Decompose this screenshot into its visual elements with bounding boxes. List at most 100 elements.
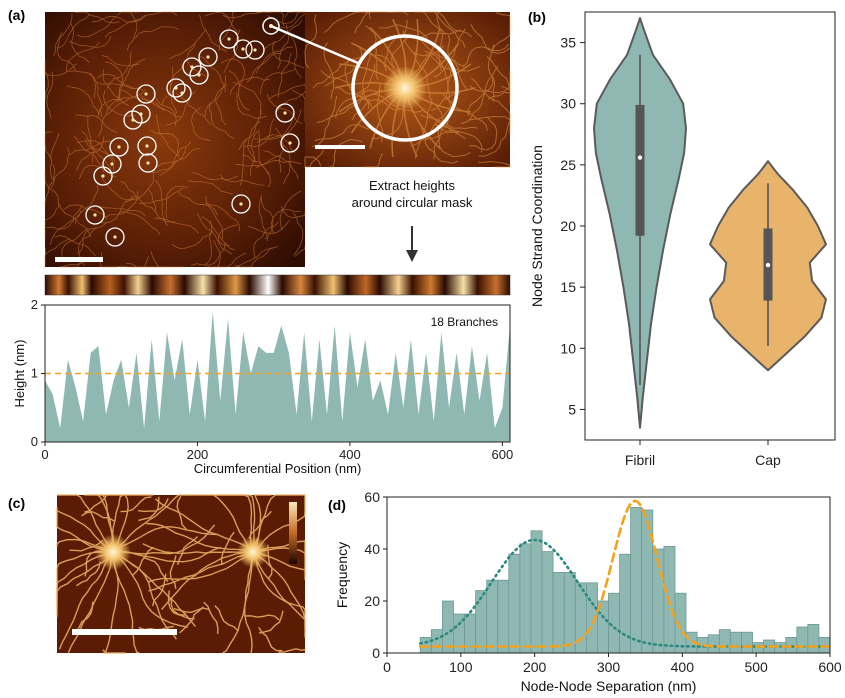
scale-bar (55, 257, 103, 262)
zoom-connector (270, 24, 359, 65)
gaussian-fit-dotted (418, 538, 832, 648)
category-label: Cap (755, 452, 781, 468)
x-tick-label: 600 (492, 447, 514, 462)
y-tick-label: 1 (31, 366, 38, 381)
node-circle (137, 136, 157, 156)
histogram-bar (486, 579, 499, 654)
node-dot (253, 48, 257, 52)
node-dot (239, 202, 243, 206)
panel-label-c: (c) (8, 495, 25, 511)
node-circle (275, 103, 295, 123)
node-circle (189, 65, 209, 85)
histogram-bar (707, 634, 720, 654)
color-scale-bar (289, 502, 297, 564)
node-dot (227, 37, 231, 41)
x-axis-title: Node-Node Separation (nm) (521, 678, 697, 694)
violin-chart: Fibril Cap 5 10 15 20 25 30 35 Node Strand Coordi… (529, 11, 836, 468)
y-tick-label: 5 (568, 401, 576, 417)
histogram-bar (807, 623, 820, 654)
annotation-line-1: Extract heights (369, 178, 455, 193)
x-tick-label: 500 (744, 659, 768, 675)
histogram-bar (630, 506, 643, 654)
node-circle (219, 29, 239, 49)
afm-cap-image (56, 494, 306, 654)
histogram-bar (519, 543, 532, 654)
down-arrow-icon (406, 226, 418, 262)
x-tick-label: 0 (383, 659, 391, 675)
histogram-bar (508, 553, 521, 654)
node-dot (283, 111, 287, 115)
panel-a: (a) Extract heights around circular mask… (8, 7, 513, 476)
node-circle (172, 83, 192, 103)
cap-scale-bar (72, 629, 177, 635)
annotation-line-2: around circular mask (352, 195, 473, 210)
node-dot (113, 235, 117, 239)
node-circle (93, 166, 113, 186)
panel-c: (c) (8, 494, 306, 654)
node-dot (197, 73, 201, 77)
mask-circle (351, 34, 459, 142)
histogram-bar (729, 631, 742, 654)
gaussian-fit-dashed (418, 499, 832, 648)
node-circle (123, 110, 143, 130)
node-dot (146, 161, 150, 165)
zoom-scale-bar (315, 145, 365, 149)
x-axis-title: Circumferential Position (nm) (194, 461, 362, 476)
panel-label-d: (d) (328, 497, 346, 513)
histogram-bar (530, 530, 543, 654)
x-tick-label: 300 (597, 659, 621, 675)
height-profile-chart: 0 200 400 600 0 1 2 Circumferential Position (n… (12, 297, 513, 476)
height-stripe (44, 274, 511, 296)
histogram-bar (796, 626, 809, 654)
profile-area (45, 311, 510, 442)
node-circle (105, 227, 125, 247)
histogram-bar (718, 629, 731, 654)
histogram-bar (641, 509, 654, 654)
y-tick-label: 25 (560, 157, 576, 173)
y-tick-label: 15 (560, 279, 576, 295)
node-dot (206, 55, 210, 59)
y-tick-label: 0 (372, 645, 380, 661)
y-axis-title: Frequency (334, 542, 350, 608)
y-tick-label: 35 (560, 35, 576, 51)
y-tick-label: 20 (364, 593, 380, 609)
median-dot (637, 155, 643, 160)
node-circles (85, 29, 300, 247)
node-circle (182, 57, 202, 77)
afm-zoom-inset (304, 11, 511, 168)
x-tick-label: 400 (671, 659, 695, 675)
afm-large-image (44, 11, 306, 268)
y-tick-label: 40 (364, 541, 380, 557)
panel-d: (d) 0 100 200 300 400 500 600 0 20 40 60 Node-Node … (328, 489, 842, 694)
iqr-box (635, 104, 645, 236)
panel-b: (b) Fibril Cap 5 10 15 20 25 30 35 Node Strand Co… (528, 9, 836, 468)
y-tick-label: 20 (560, 218, 576, 234)
node-dot (101, 174, 105, 178)
node-dot (144, 92, 148, 96)
node-dot (131, 118, 135, 122)
y-tick-label: 2 (31, 297, 38, 312)
y-tick-label: 10 (560, 340, 576, 356)
y-tick-label: 0 (31, 434, 38, 449)
histogram-chart: 0 100 200 300 400 500 600 0 20 40 60 Node-Node Sepa… (334, 489, 842, 694)
node-circle (85, 205, 105, 225)
node-circle (280, 133, 300, 153)
x-tick-label: 400 (339, 447, 361, 462)
node-circle (136, 84, 156, 104)
node-circle (109, 137, 129, 157)
x-tick-label: 200 (187, 447, 209, 462)
histogram-bar (740, 631, 753, 654)
node-dot (145, 144, 149, 148)
histogram-bar (497, 579, 510, 654)
category-label: Fibril (625, 452, 655, 468)
histogram-bar (541, 551, 554, 654)
node-dot (241, 47, 245, 51)
y-axis-title: Height (nm) (12, 340, 27, 408)
y-tick-label: 60 (364, 489, 380, 505)
node-circle (233, 39, 253, 59)
branch-count-label: 18 Branches (431, 315, 498, 329)
x-tick-label: 200 (523, 659, 547, 675)
node-dot (93, 213, 97, 217)
x-tick-label: 100 (449, 659, 473, 675)
node-circle (198, 47, 218, 67)
